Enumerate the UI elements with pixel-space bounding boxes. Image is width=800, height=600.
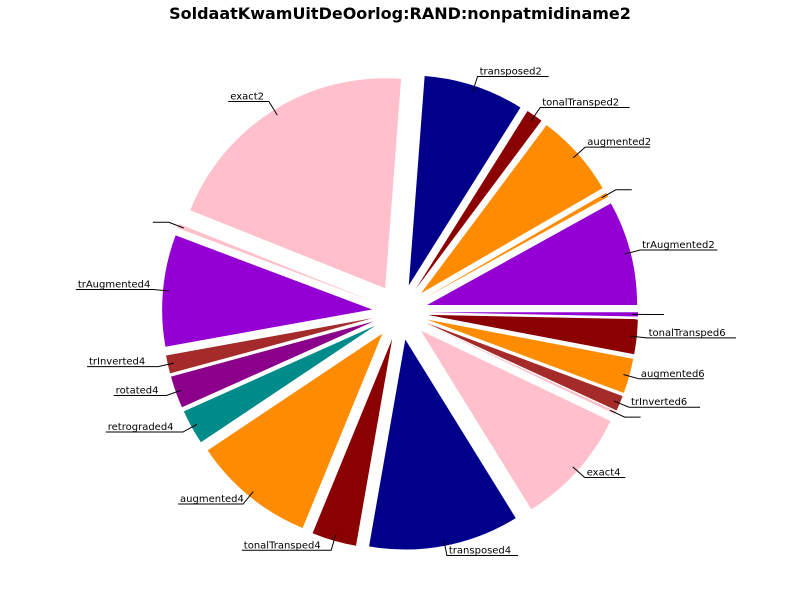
leader-line-unlabeled-15	[609, 409, 641, 418]
pie-slice-tonal-transped-4-12	[312, 338, 393, 546]
slice-label-transposed-4: transposed4	[449, 546, 511, 557]
chart-title: SoldaatKwamUitDeOorlog:RAND:nonpatmidina…	[169, 4, 631, 23]
slice-label-tr-augmented-4: trAugmented4	[78, 279, 151, 290]
pie-slice-exact-2-5	[190, 78, 402, 289]
leader-line-transposed-2-4	[472, 75, 549, 92]
slice-label-transposed-2: transposed2	[480, 66, 542, 77]
pie-slice-augmented-6-17	[426, 319, 634, 393]
slice-label-rotated-4: rotated4	[116, 386, 159, 397]
leader-line-augmented-6-17	[623, 374, 704, 380]
leader-line-transposed-4-13	[443, 539, 518, 557]
pie-slice-retrograded-4-10	[183, 325, 376, 443]
pie-slice-tr-augmented-2-0	[427, 203, 638, 306]
leader-line-tonal-transped-6-18	[630, 335, 737, 339]
pie-slice-tonal-transped-6-18	[427, 314, 638, 355]
leader-line-unlabeled-1	[601, 189, 632, 199]
pie-slice-tr-inverted-4-8	[166, 318, 373, 374]
slices-layer	[162, 76, 638, 550]
slice-label-exact-4: exact4	[587, 468, 621, 479]
leader-line-unlabeled-6	[152, 221, 184, 229]
leader-line-tonal-transped-4-12	[241, 534, 337, 551]
pie-slice-unlabeled-19	[427, 312, 638, 317]
leader-line-retrograded-4-10	[105, 423, 198, 433]
leader-line-tr-inverted-6-16	[614, 400, 701, 408]
leader-line-tr-augmented-2-0	[624, 249, 718, 255]
pie-slice-tr-augmented-4-7	[162, 235, 373, 347]
slice-label-tonal-transped-6: tonalTransped6	[649, 328, 726, 339]
leader-line-exact-2-5	[228, 101, 278, 116]
slice-label-retrograded-4: retrograded4	[108, 422, 174, 433]
slice-label-tr-augmented-2: trAugmented2	[642, 240, 715, 251]
pie-slice-unlabeled-6	[177, 223, 374, 302]
pie-slice-tonal-transped-2-3	[415, 111, 542, 289]
pie-slice-tr-inverted-6-16	[425, 322, 623, 411]
slice-label-tr-inverted-6: trInverted6	[631, 397, 687, 408]
leader-line-augmented-2-2	[572, 146, 651, 159]
pie-slice-unlabeled-1	[424, 192, 609, 299]
slice-label-exact-2: exact2	[230, 92, 264, 103]
slice-label-tonal-transped-2: tonalTransped2	[542, 97, 619, 108]
pie-slice-exact-4-14	[420, 330, 611, 510]
slice-label-augmented-6: augmented6	[641, 369, 705, 380]
slice-label-tonal-transped-4: tonalTransped4	[244, 540, 321, 551]
slice-label-augmented-4: augmented4	[180, 494, 244, 505]
leader-line-tr-inverted-4-8	[86, 362, 174, 368]
pie-slice-rotated-4-9	[171, 321, 374, 408]
labels-layer: trAugmented2 augmented2 tonalTransped2 tran…	[75, 66, 737, 557]
leader-line-tonal-transped-2-3	[530, 106, 630, 121]
leader-line-tr-augmented-4-7	[75, 288, 170, 292]
pie-slice-augmented-4-11	[207, 333, 383, 528]
pie-slice-unlabeled-15	[425, 323, 617, 415]
leader-line-rotated-4-9	[113, 389, 182, 397]
slice-label-tr-inverted-4: trInverted4	[89, 357, 145, 368]
pie-slice-transposed-2-4	[408, 76, 521, 286]
slice-label-augmented-2: augmented2	[587, 137, 651, 148]
pie-slice-transposed-4-13	[369, 339, 516, 550]
pie-slice-augmented-2-2	[420, 125, 603, 294]
leader-line-exact-4-14	[572, 466, 626, 479]
leader-line-augmented-4-11	[178, 491, 254, 505]
